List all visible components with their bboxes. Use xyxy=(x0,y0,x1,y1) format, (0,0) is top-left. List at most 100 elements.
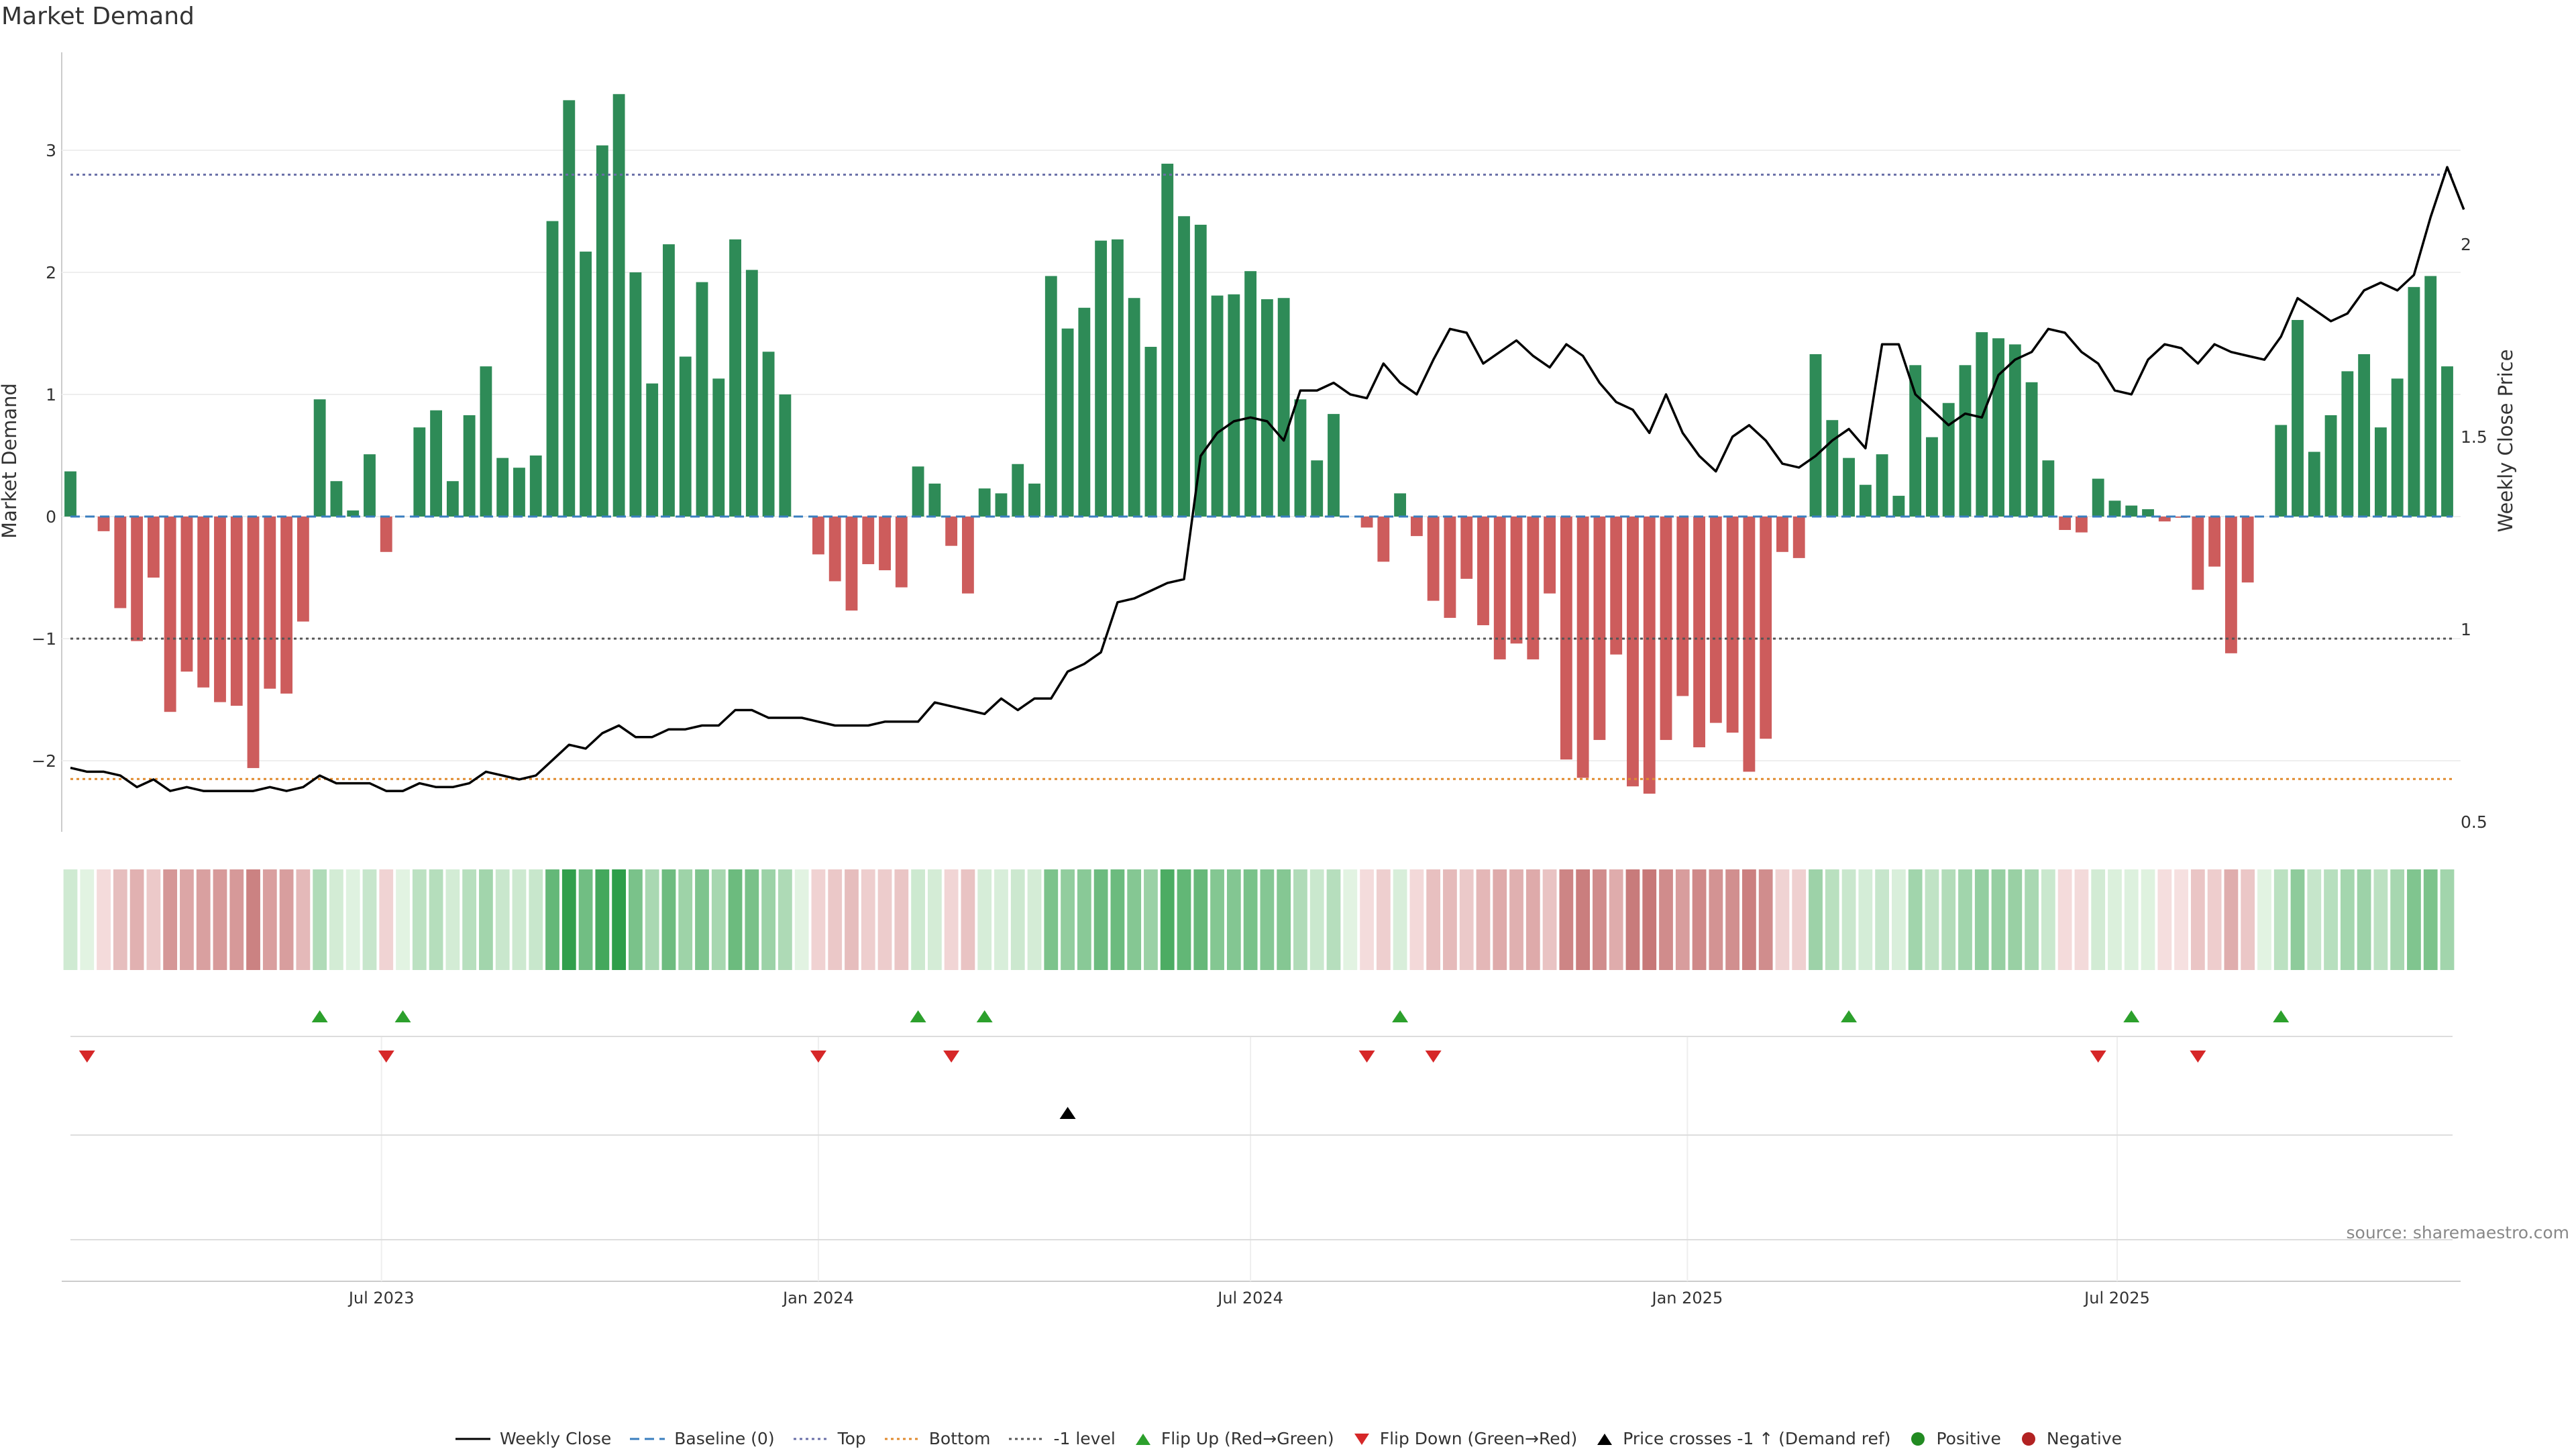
heat-strip-cell xyxy=(1675,869,1690,970)
heat-strip-cell xyxy=(661,869,676,970)
demand-bar xyxy=(1360,517,1373,528)
demand-bar xyxy=(1693,517,1705,747)
demand-bar xyxy=(2341,371,2354,517)
heat-strip-cell xyxy=(561,869,576,970)
demand-bar xyxy=(364,454,376,517)
flip-down-marker xyxy=(943,1051,960,1063)
heat-strip-cell xyxy=(2324,869,2338,970)
demand-bar xyxy=(2241,517,2254,583)
demand-bar xyxy=(762,352,775,517)
demand-bar xyxy=(712,378,725,517)
heat-strip-cell xyxy=(1144,869,1158,970)
heat-strip-cell xyxy=(612,869,627,970)
heat-strip-cell xyxy=(1792,869,1807,970)
demand-bar xyxy=(596,145,608,517)
heat-strip-cell xyxy=(262,869,277,970)
heat-strip-cell xyxy=(2157,869,2172,970)
demand-bar xyxy=(1510,517,1523,644)
demand-bar xyxy=(2374,427,2387,517)
flip-up-marker xyxy=(1392,1010,1409,1022)
demand-bar xyxy=(2408,286,2420,517)
demand-bar xyxy=(313,399,326,517)
y-tick-label: −2 xyxy=(32,751,56,771)
heat-strip-cell xyxy=(1226,869,1241,970)
heat-strip-cell xyxy=(1277,869,1291,970)
heat-strip-cell xyxy=(728,869,743,970)
demand-bar xyxy=(1012,464,1024,517)
demand-bar xyxy=(812,517,824,555)
heat-strip-cell xyxy=(1077,869,1091,970)
legend-item-top: Top xyxy=(792,1429,866,1448)
flip-up-marker xyxy=(311,1010,328,1022)
demand-bar xyxy=(1260,299,1273,517)
heat-strip-cell xyxy=(196,869,211,970)
flip-down-marker xyxy=(378,1051,394,1063)
demand-bar xyxy=(2275,425,2288,517)
heat-strip-cell xyxy=(2407,869,2421,970)
legend-label: Baseline (0) xyxy=(674,1429,775,1448)
legend-label: Negative xyxy=(2046,1429,2123,1448)
y2-tick-label: 2 xyxy=(2461,235,2471,254)
heat-strip-cell xyxy=(2041,869,2055,970)
heat-strip-cell xyxy=(63,869,78,970)
dotted-line-icon xyxy=(793,1438,828,1440)
demand-bar xyxy=(1760,517,1772,739)
demand-bar xyxy=(2308,451,2320,517)
demand-bar xyxy=(1161,164,1174,517)
demand-bar xyxy=(480,366,492,517)
demand-bar xyxy=(1576,517,1589,778)
demand-bar xyxy=(1776,517,1788,552)
legend-label: Positive xyxy=(1936,1429,2001,1448)
flip-down-marker xyxy=(2190,1051,2206,1063)
demand-bar xyxy=(1277,298,1290,517)
demand-bar xyxy=(1859,484,1872,517)
heat-strip-cell xyxy=(2141,869,2155,970)
demand-bar xyxy=(2142,509,2154,517)
heat-strip-cell xyxy=(1243,869,1258,970)
heat-strip-cell xyxy=(1758,869,1773,970)
heat-strip-cell xyxy=(2025,869,2039,970)
demand-bar xyxy=(1743,517,1756,772)
demand-bar xyxy=(2358,354,2371,517)
flip-up-marker xyxy=(2123,1010,2140,1022)
heat-strip-cell xyxy=(1393,869,1407,970)
heat-strip-cell xyxy=(994,869,1008,970)
demand-bar xyxy=(347,510,360,517)
demand-bar xyxy=(2424,276,2437,517)
heat-strip-cell xyxy=(845,869,859,970)
demand-bar xyxy=(1477,517,1489,625)
x-tick-label: Jan 2024 xyxy=(782,1289,854,1307)
flip-down-marker xyxy=(1358,1051,1375,1063)
heat-strip-cell xyxy=(1692,869,1707,970)
heat-strip-cell xyxy=(1160,869,1175,970)
dashed-line-icon xyxy=(630,1438,665,1440)
y-axis-right-label: Weekly Close Price xyxy=(2494,349,2517,533)
x-tick-label: Jul 2024 xyxy=(1216,1289,1283,1307)
demand-bar xyxy=(264,517,276,689)
demand-bar xyxy=(1709,517,1722,723)
demand-bar xyxy=(463,415,476,517)
triangle-up-icon xyxy=(1597,1433,1613,1445)
dotted-line-icon xyxy=(884,1438,920,1440)
demand-bar xyxy=(2158,517,2171,522)
heat-strip-cell xyxy=(545,869,559,970)
dotted-line-icon xyxy=(1009,1438,1044,1440)
heat-strip-cell xyxy=(1127,869,1142,970)
y-tick-label: −1 xyxy=(32,629,56,649)
heat-strip-cell xyxy=(1193,869,1208,970)
heat-strip-cell xyxy=(246,869,260,970)
heat-strip-cell xyxy=(828,869,843,970)
demand-bar xyxy=(879,517,891,571)
demand-bar xyxy=(1194,225,1207,517)
heat-strip-cell xyxy=(1825,869,1839,970)
demand-bar xyxy=(1876,454,1888,517)
circle-icon xyxy=(2021,1432,2035,1446)
demand-bar xyxy=(729,239,741,517)
demand-bar xyxy=(1992,338,2004,517)
demand-bar xyxy=(330,481,343,517)
demand-bar xyxy=(1377,517,1390,562)
demand-bar xyxy=(779,394,792,517)
demand-bar xyxy=(1078,307,1091,517)
heat-strip-cell xyxy=(80,869,95,970)
